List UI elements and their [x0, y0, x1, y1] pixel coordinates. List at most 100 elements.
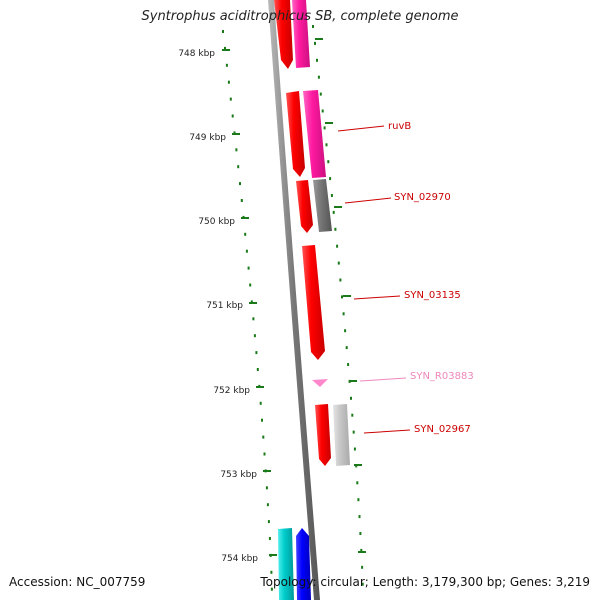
minor-tick — [222, 30, 224, 33]
gene-SYN_R03883[interactable] — [312, 379, 328, 387]
minor-tick — [265, 486, 268, 490]
minor-tick — [341, 295, 343, 299]
gene-SYN_02967[interactable] — [333, 404, 350, 466]
minor-tick — [263, 452, 266, 456]
minor-tick — [239, 182, 241, 186]
minor-tick — [229, 97, 232, 101]
minor-tick — [336, 244, 339, 248]
minor-tick — [347, 363, 350, 366]
minor-tick — [267, 520, 270, 524]
gene-label-text: ruvB — [388, 121, 411, 132]
minor-tick — [360, 548, 363, 552]
minor-tick — [224, 46, 226, 50]
gene-cds-4[interactable] — [302, 245, 325, 360]
right-major-ticks — [315, 38, 366, 553]
minor-tick — [323, 126, 326, 130]
minor-tick — [319, 92, 322, 96]
map-title: Syntrophus aciditrophicus SB, complete g… — [141, 9, 459, 24]
kbp-tick-748: 748 kbp — [178, 49, 230, 59]
minor-tick — [342, 312, 345, 316]
minor-tick — [247, 266, 250, 270]
gene-label-text: SYN_R03883 — [410, 371, 474, 382]
minor-tick — [312, 25, 314, 28]
minor-tick — [332, 210, 335, 214]
minor-tick — [250, 300, 253, 304]
minor-tick — [262, 435, 265, 439]
minor-tick — [330, 194, 333, 197]
gene-label-SYN_02970: SYN_02970 — [344, 192, 451, 204]
minor-tick — [268, 537, 271, 540]
minor-tick — [231, 114, 234, 118]
gene-cds-1[interactable] — [274, 0, 293, 69]
accession-text: Accession: NC_007759 — [9, 575, 146, 589]
kbp-tick-749: 749 kbp — [189, 133, 240, 143]
minor-tick — [249, 283, 252, 287]
minor-tick — [325, 143, 328, 147]
gene-cds-6[interactable] — [278, 528, 294, 600]
minor-tick — [235, 148, 238, 152]
minor-tick — [253, 334, 256, 338]
minor-tick — [359, 532, 362, 535]
minor-tick — [329, 177, 332, 181]
gene-label-ruvB: ruvB — [337, 121, 411, 132]
minor-tick — [317, 75, 320, 79]
gene-cds-3[interactable] — [296, 180, 313, 233]
tick-label: 750 kbp — [198, 217, 235, 227]
tick-label: 752 kbp — [213, 386, 250, 396]
gene-track-inner — [274, 0, 331, 600]
minor-tick — [256, 368, 259, 371]
minor-tick — [270, 570, 273, 574]
gene-track-outer — [292, 0, 350, 600]
minor-tick — [245, 249, 248, 253]
minor-tick — [327, 160, 330, 164]
gene-SYN_02970[interactable] — [313, 179, 332, 232]
minor-tick — [353, 447, 356, 451]
kbp-tick-750: 750 kbp — [198, 217, 249, 227]
minor-tick — [233, 131, 236, 135]
gene-cds-2[interactable] — [286, 91, 305, 177]
minor-tick — [316, 58, 318, 62]
minor-tick — [314, 41, 316, 45]
minor-tick — [237, 165, 240, 169]
gene-ruvB-upstream[interactable] — [292, 0, 310, 68]
minor-tick — [225, 63, 228, 67]
gene-label-SYN_R03883: SYN_R03883 — [359, 371, 474, 382]
tick-label: 748 kbp — [178, 49, 215, 59]
tick-label: 749 kbp — [189, 133, 226, 143]
minor-ticks-right — [312, 25, 364, 586]
gene-label-text: SYN_02967 — [414, 424, 471, 435]
minor-tick — [357, 498, 360, 502]
gene-label-text: SYN_02970 — [394, 192, 451, 203]
gene-label-SYN_03135: SYN_03135 — [353, 290, 461, 301]
minor-tick — [227, 80, 230, 84]
gene-cds-5[interactable] — [315, 404, 331, 466]
minor-tick — [344, 329, 347, 333]
minor-tick — [252, 317, 255, 321]
minor-tick — [350, 396, 352, 400]
minor-tick — [351, 413, 354, 417]
minor-tick — [361, 565, 364, 569]
gene-blue[interactable] — [296, 528, 311, 600]
minor-tick — [352, 430, 355, 434]
minor-tick — [261, 418, 263, 422]
minor-tick — [270, 587, 273, 591]
kbp-tick-753: 753 kbp — [220, 470, 271, 480]
kbp-tick-752: 752 kbp — [213, 386, 264, 396]
minor-tick — [345, 346, 348, 350]
minor-tick — [356, 481, 359, 485]
tick-label: 754 kbp — [221, 554, 258, 564]
minor-tick — [358, 515, 361, 519]
minor-tick — [361, 582, 364, 586]
topology-summary: Topology: circular; Length: 3,179,300 bp… — [260, 575, 590, 589]
minor-tick — [259, 401, 262, 405]
kbp-tick-754: 754 kbp — [221, 554, 277, 564]
minor-tick — [255, 351, 258, 355]
minor-tick — [266, 503, 269, 507]
minor-tick — [339, 278, 342, 282]
minor-tick — [334, 227, 337, 231]
minor-tick — [244, 232, 247, 236]
minor-tick — [321, 109, 324, 113]
minor-tick — [337, 261, 340, 265]
gene-ruvB[interactable] — [303, 90, 326, 178]
